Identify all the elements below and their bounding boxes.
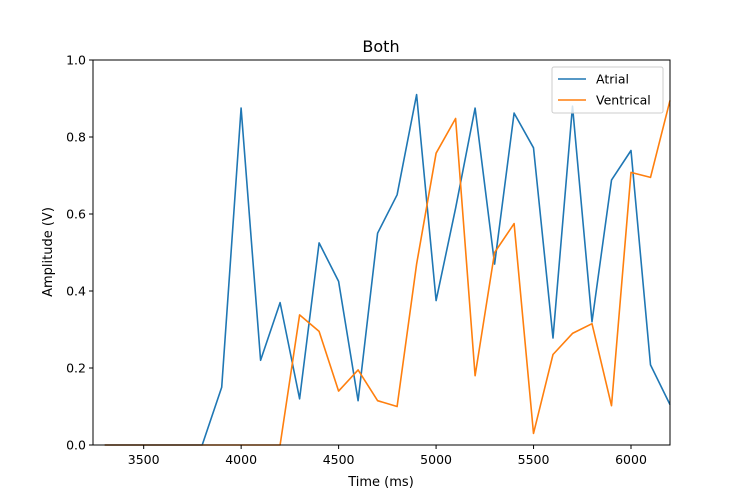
x-tick-label: 6000 <box>615 452 647 467</box>
series-layer <box>104 93 671 446</box>
y-tick-label: 1.0 <box>66 53 86 68</box>
legend: Atrial Ventrical <box>551 66 664 114</box>
legend-label-atrial: Atrial <box>596 72 629 87</box>
y-tick-label: 0.6 <box>66 207 86 222</box>
x-tick-label: 4500 <box>323 452 355 467</box>
y-axis-ticks: 0.0 0.2 0.4 0.6 0.8 1.0 <box>66 53 93 453</box>
y-tick-label: 0.4 <box>66 284 86 299</box>
series-line-atrial <box>104 93 671 446</box>
y-tick-label: 0.2 <box>66 361 86 376</box>
x-axis-label: Time (ms) <box>347 475 414 490</box>
x-tick-label: 5500 <box>518 452 550 467</box>
series-line-ventrical <box>104 100 671 446</box>
x-tick-label: 3500 <box>128 452 160 467</box>
chart-title: Both <box>362 37 399 56</box>
x-axis-ticks: 3500 4000 4500 5000 5500 6000 <box>128 445 647 467</box>
legend-label-ventrical: Ventrical <box>596 93 651 108</box>
plot-frame <box>92 59 671 446</box>
x-tick-label: 4000 <box>225 452 257 467</box>
y-tick-label: 0.0 <box>66 438 86 453</box>
x-tick-label: 5000 <box>420 452 452 467</box>
y-tick-label: 0.8 <box>66 130 86 145</box>
y-axis-label: Amplitude (V) <box>41 207 56 297</box>
